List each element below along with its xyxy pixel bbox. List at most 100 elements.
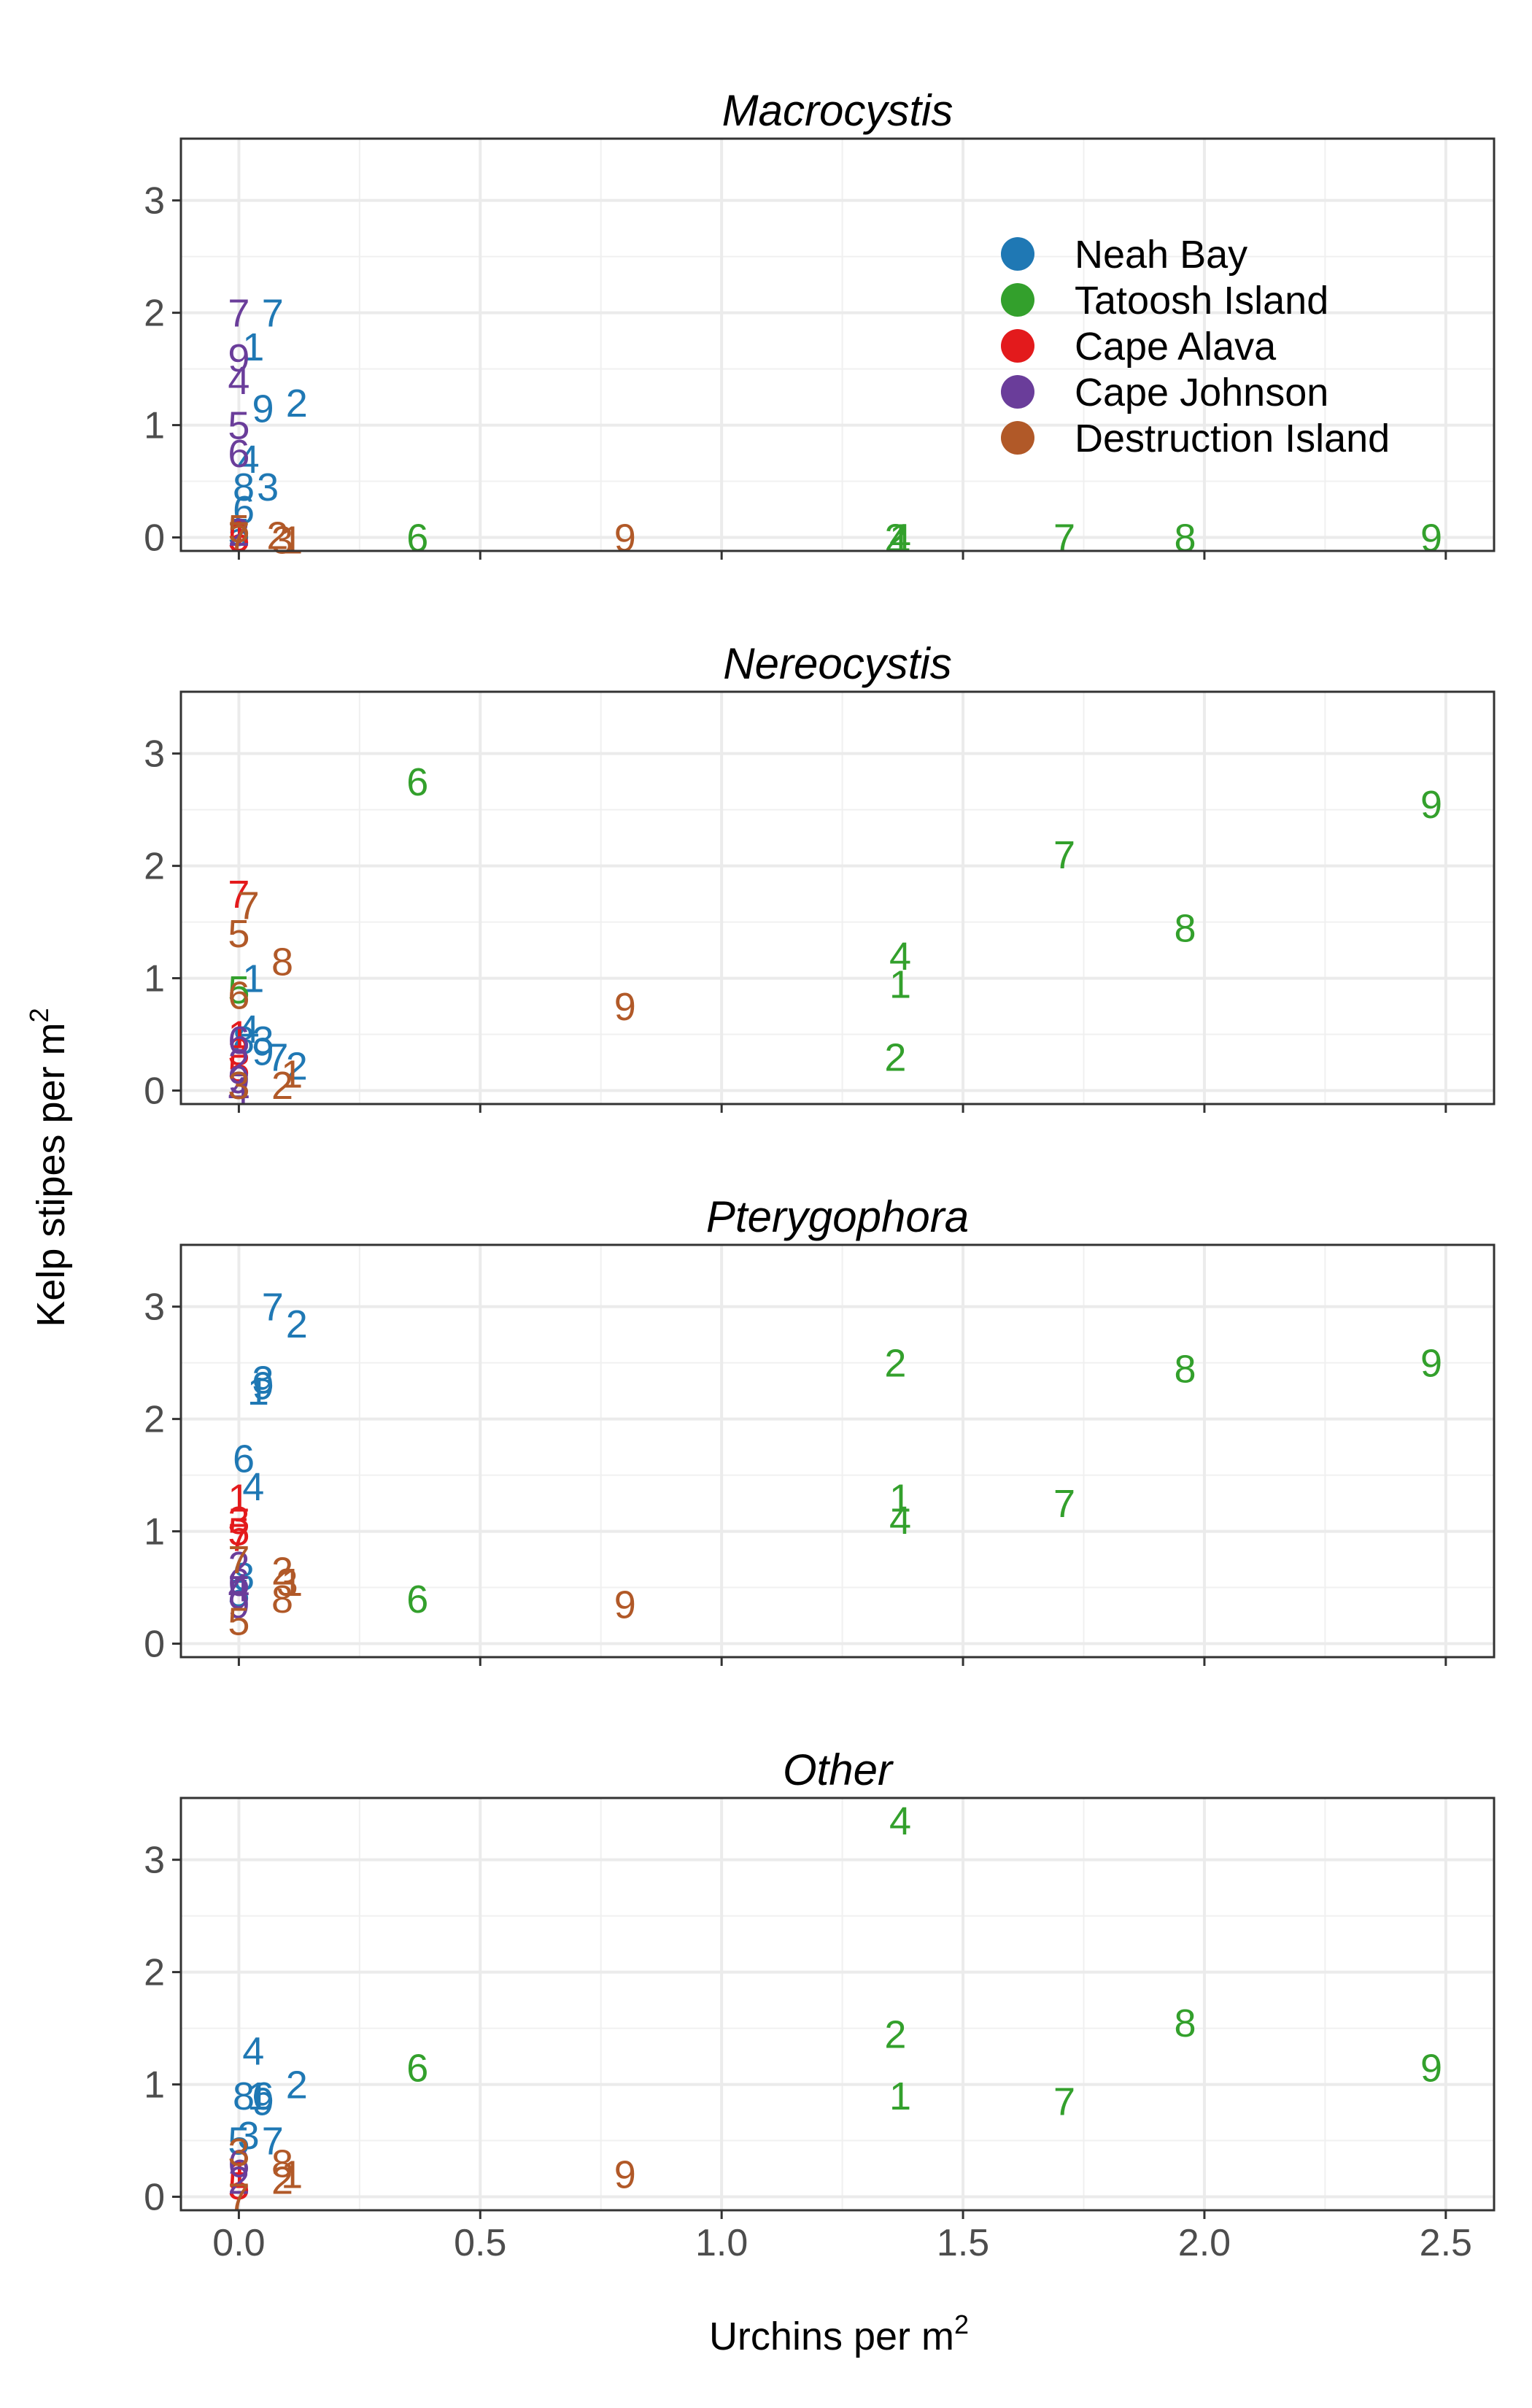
point-label-cape-alava: 5 [228, 517, 249, 560]
point-label-neah-bay: 3 [257, 466, 279, 509]
point-label-tatoosh-island: 4 [889, 517, 911, 560]
panel-border [179, 1243, 1496, 1659]
legend-label: Cape Alava [1075, 325, 1277, 368]
point-label-destruction-island: 9 [614, 2153, 636, 2197]
point-label-neah-bay: 8 [233, 1019, 255, 1062]
point-label-cape-alava: 1 [228, 1014, 249, 1057]
point-label-destruction-island: 2 [271, 1549, 293, 1593]
point-label-neah-bay: 4 [238, 438, 260, 482]
point-label-cape-alava: 1 [228, 1476, 249, 1520]
point-label-tatoosh-island: 9 [1420, 783, 1442, 827]
point-label-tatoosh-island: 7 [1053, 517, 1075, 560]
point-label-tatoosh-island: 1 [889, 1476, 911, 1520]
point-label-neah-bay: 5 [228, 511, 249, 555]
point-label-cape-alava: 1 [228, 2153, 249, 2197]
panel-nereocystis: Nereocystis01231439728697841257135629475… [144, 639, 1496, 1114]
y-tick-label: 3 [144, 1286, 165, 1329]
x-axis-title-sup: 2 [954, 2309, 969, 2339]
point-label-cape-johnson: 9 [228, 1058, 249, 1102]
point-label-cape-johnson: 6 [228, 1561, 249, 1605]
x-tick-label: 0.0 [212, 2222, 265, 2264]
point-label-cape-alava: 1 [228, 511, 249, 555]
point-label-tatoosh-island: 7 [1053, 2080, 1075, 2124]
point-label-destruction-island: 9 [614, 1583, 636, 1627]
point-label-neah-bay: 9 [252, 387, 274, 431]
point-label-cape-alava: 7 [228, 873, 249, 916]
legend-key-cape-alava [1001, 329, 1034, 363]
point-label-cape-alava: 5 [228, 1047, 249, 1091]
point-label-destruction-island: 7 [228, 1538, 249, 1582]
x-tick-label: 1.0 [695, 2222, 748, 2264]
point-label-destruction-island: 3 [228, 2131, 249, 2174]
point-label-cape-johnson: 5 [228, 404, 249, 448]
legend-label: Neah Bay [1075, 233, 1247, 277]
point-label-neah-bay: 1 [247, 1370, 269, 1413]
panel-background [181, 1245, 1494, 1657]
y-tick-label: 1 [144, 1511, 165, 1554]
x-tick-label: 1.5 [937, 2222, 989, 2264]
point-label-destruction-island: 1 [281, 2153, 303, 2197]
point-label-tatoosh-island: 4 [889, 935, 911, 979]
legend-label: Tatoosh Island [1075, 279, 1328, 323]
point-label-neah-bay: 8 [233, 466, 255, 509]
point-label-tatoosh-island: 9 [1420, 1342, 1442, 1386]
point-label-tatoosh-island: 7 [1053, 833, 1075, 877]
point-label-neah-bay: 6 [233, 488, 255, 532]
y-axis-title: Kelp stipes per m2 [24, 1008, 73, 1327]
y-tick-label: 0 [144, 2177, 165, 2219]
point-label-neah-bay: 2 [286, 1045, 308, 1089]
point-label-neah-bay: 4 [238, 1008, 260, 1051]
y-tick-label: 2 [144, 846, 165, 888]
point-label-neah-bay: 1 [242, 957, 264, 1001]
point-label-cape-johnson: 2 [228, 2158, 249, 2202]
point-label-tatoosh-island: 6 [406, 2046, 428, 2090]
point-label-destruction-island: 1 [281, 1561, 303, 1605]
point-label-neah-bay: 8 [233, 2075, 255, 2118]
y-tick-label: 0 [144, 1624, 165, 1666]
legend-key-destruction-island [1001, 421, 1034, 455]
point-label-cape-alava: 5 [228, 2164, 249, 2208]
y-tick-label: 2 [144, 293, 165, 335]
point-label-destruction-island: 8 [271, 2142, 293, 2185]
point-label-destruction-island: 3 [228, 1064, 249, 1108]
point-label-destruction-island: 5 [228, 1600, 249, 1644]
point-label-cape-alava: 3 [228, 1030, 249, 1074]
legend-label: Destruction Island [1075, 417, 1390, 460]
point-label-cape-alava: 7 [228, 1516, 249, 1559]
point-label-neah-bay: 5 [228, 1572, 249, 1616]
point-label-destruction-island: 8 [271, 940, 293, 984]
x-tick-label: 2.5 [1420, 2222, 1472, 2264]
point-label-neah-bay: 9 [252, 1364, 274, 1408]
point-label-cape-johnson: 6 [228, 1019, 249, 1062]
y-tick-label: 3 [144, 180, 165, 223]
legend-key-cape-johnson [1001, 375, 1034, 409]
point-label-tatoosh-island: 2 [884, 1342, 906, 1386]
point-label-tatoosh-island: 7 [1053, 1482, 1075, 1526]
panel-background [181, 692, 1494, 1104]
point-label-neah-bay: 3 [252, 1019, 274, 1062]
point-label-neah-bay: 2 [286, 382, 308, 425]
point-label-cape-johnson: 9 [228, 336, 249, 380]
point-label-cape-johnson: 2 [228, 1041, 249, 1085]
point-label-destruction-island: 6 [228, 974, 249, 1018]
x-tick-label: 2.0 [1178, 2222, 1231, 2264]
point-label-neah-bay: 3 [238, 2114, 260, 2158]
panel-title: Other [783, 1745, 894, 1794]
point-label-destruction-island: 3 [276, 1561, 298, 1605]
point-label-cape-johnson: 2 [228, 511, 249, 555]
x-axis-title: Urchins per m2 [709, 2309, 969, 2358]
point-label-tatoosh-island: 8 [1174, 517, 1196, 560]
point-label-destruction-island: 5 [228, 507, 249, 551]
point-label-cape-johnson: 6 [228, 432, 249, 476]
panel-title: Pterygophora [706, 1192, 969, 1241]
y-tick-label: 0 [144, 517, 165, 560]
panel-title: Nereocystis [723, 639, 951, 688]
y-tick-label: 2 [144, 1952, 165, 1994]
y-tick-label: 1 [144, 958, 165, 1000]
point-label-destruction-island: 3 [271, 519, 293, 563]
point-label-cape-alava: 3 [228, 1499, 249, 1543]
